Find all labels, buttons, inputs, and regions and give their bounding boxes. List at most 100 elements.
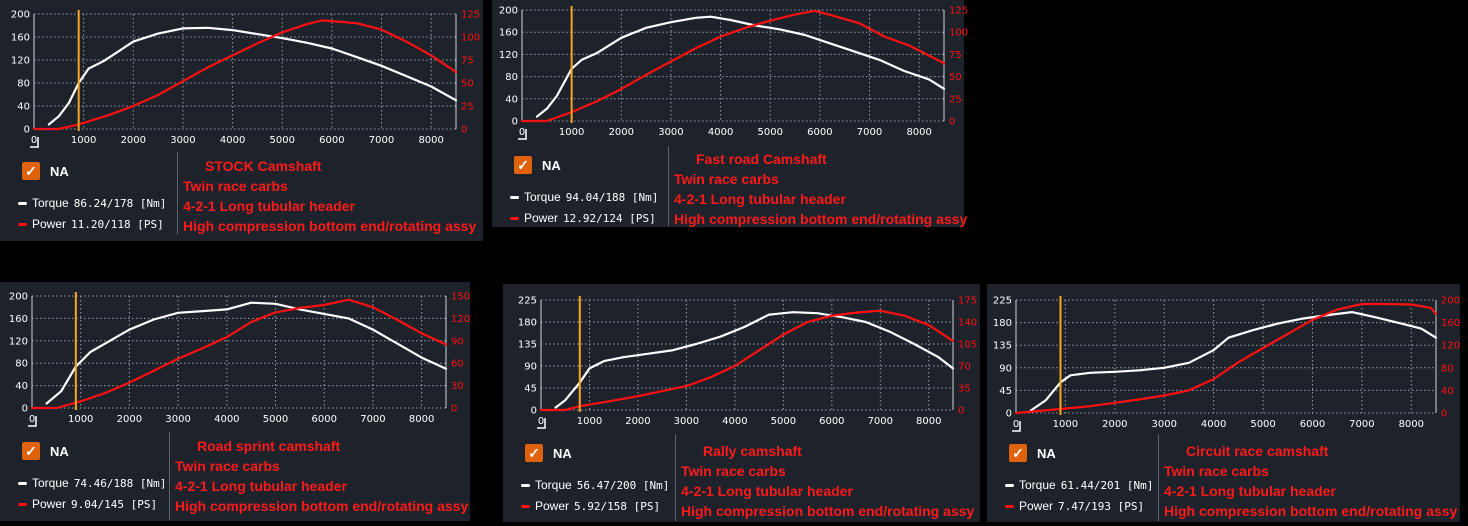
power-legend-value: 5.92/158 [PS] [574, 499, 661, 513]
na-checkbox[interactable]: ✓ [525, 444, 543, 462]
x-tick: 3000 [165, 414, 190, 425]
rpm-cursor-handle[interactable] [1012, 421, 1021, 432]
y-left-tick: 160 [499, 28, 518, 39]
torque-legend-label: Torque [535, 478, 572, 492]
power-swatch [521, 504, 530, 508]
rpm-cursor-handle[interactable] [28, 416, 37, 427]
y-right-tick: 200 [1441, 296, 1460, 307]
build-notes: Road sprint camshaft Twin race carbs 4-2-1… [175, 436, 468, 516]
torque-legend-label: Torque [1019, 478, 1056, 492]
torque-legend-row: Torque 86.24/178 [Nm] [18, 196, 166, 210]
x-tick: 8000 [916, 416, 941, 427]
build-note: Twin race carbs [183, 178, 288, 194]
x-tick: 1000 [559, 127, 584, 138]
na-label: NA [50, 163, 69, 179]
x-tick: 2000 [609, 127, 634, 138]
build-note: Twin race carbs [1164, 463, 1269, 479]
x-tick: 0 [538, 416, 544, 427]
na-toggle[interactable]: ✓ NA [22, 162, 69, 180]
power-curve [539, 309, 955, 412]
torque-legend-row: Torque 61.44/201 [Nm] [1005, 478, 1153, 492]
x-tick: 7000 [1349, 419, 1374, 430]
na-toggle[interactable]: ✓ NA [514, 156, 561, 174]
y-right-tick: 105 [958, 340, 977, 351]
na-checkbox[interactable]: ✓ [514, 156, 532, 174]
rpm-cursor-handle[interactable] [30, 137, 39, 148]
x-tick: 4000 [214, 414, 239, 425]
torque-legend-value: 56.47/200 [Nm] [576, 478, 670, 492]
build-notes: Fast road Camshaft Twin race carbs 4-2-1 L… [674, 149, 967, 229]
x-tick: 3000 [674, 416, 699, 427]
x-tick: 5000 [758, 127, 783, 138]
x-tick: 2000 [1102, 419, 1127, 430]
x-tick: 0 [519, 127, 525, 138]
power-curve [520, 9, 946, 123]
power-legend-row: Power 11.20/118 [PS] [18, 217, 164, 231]
y-right-tick: 90 [451, 336, 464, 347]
dyno-panel-0: 0 40 80 120 160 200 0 25 50 75 100 125 0 1000 2000 3000… [0, 0, 483, 241]
x-tick: 1000 [577, 416, 602, 427]
chart-legend: ✓ NA Torque 86.24/178 [Nm] Power 11.20/118 [P… [10, 152, 178, 234]
y-left-tick: 120 [9, 336, 28, 347]
torque-legend-value: 74.46/188 [Nm] [73, 476, 167, 490]
y-left-tick: 0 [24, 125, 30, 136]
torque-legend-row: Torque 56.47/200 [Nm] [521, 478, 669, 492]
torque-legend-label: Torque [524, 190, 561, 204]
y-left-tick: 180 [993, 318, 1012, 329]
build-note: Twin race carbs [681, 463, 786, 479]
x-tick: 1000 [68, 414, 93, 425]
power-legend-label: Power [535, 499, 570, 513]
x-tick: 8000 [1399, 419, 1424, 430]
x-tick: 0 [31, 135, 37, 146]
y-right-tick: 125 [949, 6, 968, 17]
y-left-tick: 80 [505, 72, 518, 83]
na-toggle[interactable]: ✓ NA [525, 444, 572, 462]
y-right-tick: 25 [949, 94, 962, 105]
y-left-tick: 180 [518, 318, 537, 329]
na-checkbox[interactable]: ✓ [22, 442, 40, 460]
torque-legend-value: 94.04/188 [Nm] [565, 190, 659, 204]
torque-legend-label: Torque [32, 476, 69, 490]
rpm-cursor-handle[interactable] [518, 129, 527, 140]
na-label: NA [1037, 445, 1056, 461]
y-right-tick: 0 [461, 125, 467, 136]
na-label: NA [50, 443, 69, 459]
power-swatch [1005, 504, 1014, 508]
x-tick: 1000 [1053, 419, 1078, 430]
power-legend-row: Power 12.92/124 [PS] [510, 211, 656, 225]
y-right-tick: 30 [451, 381, 464, 392]
chart-legend: ✓ NA Torque 74.46/188 [Nm] Power 9.04/145 [PS… [10, 432, 170, 520]
na-checkbox[interactable]: ✓ [1009, 444, 1027, 462]
chart-legend: ✓ NA Torque 56.47/200 [Nm] Power 5.92/158 [PS… [513, 434, 676, 521]
power-legend-label: Power [524, 211, 559, 225]
torque-legend-label: Torque [32, 196, 69, 210]
rpm-cursor-handle[interactable] [537, 418, 546, 429]
power-legend-label: Power [32, 497, 67, 511]
na-checkbox[interactable]: ✓ [22, 162, 40, 180]
x-tick: 2000 [121, 135, 146, 146]
x-tick: 1000 [71, 135, 96, 146]
y-left-tick: 80 [17, 79, 30, 90]
power-legend-value: 7.47/193 [PS] [1058, 499, 1145, 513]
x-tick: 5000 [263, 414, 288, 425]
torque-swatch [510, 195, 519, 199]
y-right-tick: 120 [1441, 341, 1460, 352]
x-tick: 6000 [319, 135, 344, 146]
y-left-tick: 160 [11, 33, 30, 44]
torque-legend-value: 61.44/201 [Nm] [1060, 478, 1154, 492]
torque-swatch [18, 481, 27, 485]
build-note: Twin race carbs [674, 171, 779, 187]
y-right-tick: 35 [958, 384, 971, 395]
na-toggle[interactable]: ✓ NA [22, 442, 69, 460]
na-toggle[interactable]: ✓ NA [1009, 444, 1056, 462]
y-right-tick: 160 [1441, 318, 1460, 329]
power-swatch [18, 502, 27, 506]
build-note: 4-2-1 Long tubular header [674, 191, 846, 207]
build-note: 4-2-1 Long tubular header [175, 478, 347, 494]
dyno-panel-4: 0 45 90 135 180 225 0 40 80 120 160 200 0 1000 2000 300… [987, 284, 1460, 522]
dyno-chart: 0 45 90 135 180 225 0 35 70 105 140 175 0 1000 2000 300… [518, 296, 977, 429]
x-tick: 2000 [117, 414, 142, 425]
x-tick: 6000 [312, 414, 337, 425]
